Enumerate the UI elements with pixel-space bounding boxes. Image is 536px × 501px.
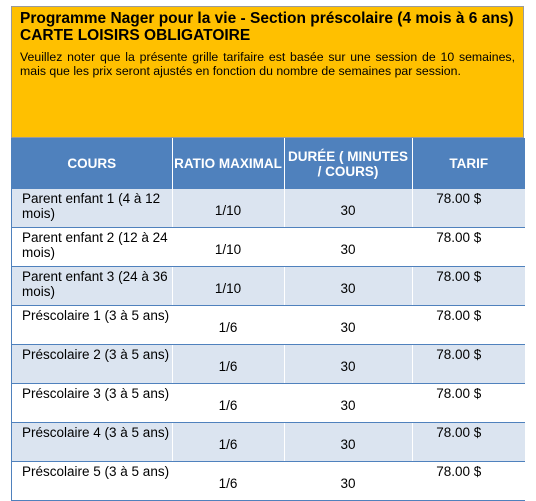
course-cell: Préscolaire 3 (3 à 5 ans) — [12, 383, 173, 423]
ratio-cell: 1/6 — [172, 422, 285, 462]
table-row: Parent enfant 1 (4 à 12 mois) 1/10 30 78.00… — [12, 189, 525, 228]
duration-cell: 30 — [284, 383, 413, 423]
ratio-cell: 1/6 — [172, 383, 285, 423]
price-cell: 78.00 $ — [412, 344, 525, 384]
table-row: Préscolaire 3 (3 à 5 ans) 1/6 30 78.00 $ — [12, 383, 525, 423]
course-cell: Parent enfant 1 (4 à 12 mois) — [12, 189, 173, 228]
duration-cell: 30 — [284, 227, 413, 267]
course-cell: Parent enfant 2 (12 à 24 mois) — [12, 227, 173, 267]
price-cell: 78.00 $ — [412, 189, 525, 228]
table-row: Préscolaire 5 (3 à 5 ans) 1/6 30 78.00 $ — [12, 461, 525, 501]
program-subtitle: CARTE LOISIRS OBLIGATOIRE — [20, 27, 251, 44]
course-cell: Préscolaire 5 (3 à 5 ans) — [12, 461, 173, 501]
column-header-duree: DURÉE ( MINUTES / COURS) — [284, 138, 413, 189]
price-cell: 78.00 $ — [412, 383, 525, 423]
duration-cell: 30 — [284, 305, 413, 345]
column-header-tarif: TARIF — [412, 138, 525, 189]
ratio-cell: 1/10 — [172, 189, 285, 228]
ratio-cell: 1/6 — [172, 305, 285, 345]
course-cell: Préscolaire 2 (3 à 5 ans) — [12, 344, 173, 384]
course-cell: Préscolaire 4 (3 à 5 ans) — [12, 422, 173, 462]
price-sheet: Programme Nager pour la vie - Section pr… — [11, 6, 525, 501]
program-banner: Programme Nager pour la vie - Section pr… — [11, 6, 524, 138]
price-cell: 78.00 $ — [412, 422, 525, 462]
ratio-cell: 1/10 — [172, 266, 285, 306]
duration-cell: 30 — [284, 189, 413, 228]
price-cell: 78.00 $ — [412, 227, 525, 267]
column-header-cours: COURS — [12, 138, 173, 189]
table-body: Parent enfant 1 (4 à 12 mois) 1/10 30 78.00… — [12, 189, 525, 501]
table-row: Parent enfant 2 (12 à 24 mois) 1/10 30 78.0… — [12, 227, 525, 267]
duration-cell: 30 — [284, 344, 413, 384]
table-header-row: COURS RATIO MAXIMAL DURÉE ( MINUTES / CO… — [12, 138, 525, 189]
column-header-ratio: RATIO MAXIMAL — [172, 138, 285, 189]
table-frame: COURS RATIO MAXIMAL DURÉE ( MINUTES / CO… — [11, 138, 525, 501]
ratio-cell: 1/6 — [172, 344, 285, 384]
course-cell: Parent enfant 3 (24 à 36 mois) — [12, 266, 173, 306]
course-cell: Préscolaire 1 (3 à 5 ans) — [12, 305, 173, 345]
duration-cell: 30 — [284, 266, 413, 306]
pricing-note: Veuillez noter que la présente grille ta… — [20, 50, 515, 78]
table-row: Préscolaire 1 (3 à 5 ans) 1/6 30 78.00 $ — [12, 305, 525, 345]
duration-cell: 30 — [284, 461, 413, 501]
price-cell: 78.00 $ — [412, 305, 525, 345]
duration-cell: 30 — [284, 422, 413, 462]
price-cell: 78.00 $ — [412, 266, 525, 306]
ratio-cell: 1/10 — [172, 227, 285, 267]
price-cell: 78.00 $ — [412, 461, 525, 501]
program-title: Programme Nager pour la vie - Section pr… — [20, 10, 514, 27]
table-row: Préscolaire 4 (3 à 5 ans) 1/6 30 78.00 $ — [12, 422, 525, 462]
table-row: Parent enfant 3 (24 à 36 mois) 1/10 30 78.0… — [12, 266, 525, 306]
table-row: Préscolaire 2 (3 à 5 ans) 1/6 30 78.00 $ — [12, 344, 525, 384]
ratio-cell: 1/6 — [172, 461, 285, 501]
pricing-table: COURS RATIO MAXIMAL DURÉE ( MINUTES / CO… — [12, 138, 525, 501]
